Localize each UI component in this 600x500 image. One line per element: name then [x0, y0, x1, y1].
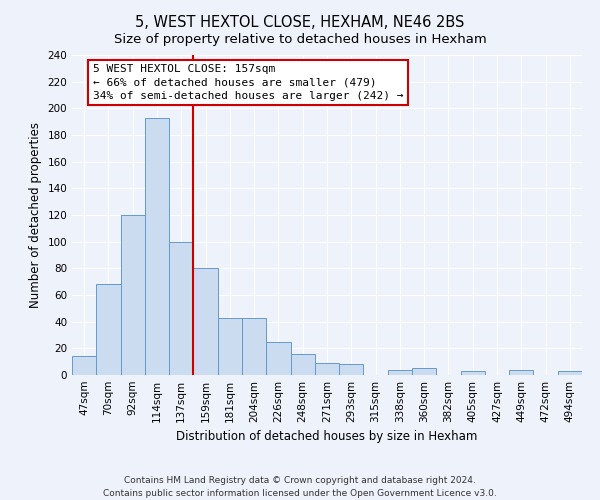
Bar — [193, 268, 218, 375]
Bar — [388, 370, 412, 375]
Text: 5 WEST HEXTOL CLOSE: 157sqm
← 66% of detached houses are smaller (479)
34% of se: 5 WEST HEXTOL CLOSE: 157sqm ← 66% of det… — [92, 64, 403, 100]
Bar — [509, 370, 533, 375]
X-axis label: Distribution of detached houses by size in Hexham: Distribution of detached houses by size … — [176, 430, 478, 444]
Bar — [461, 371, 485, 375]
Bar — [121, 215, 145, 375]
Bar — [242, 318, 266, 375]
Bar — [72, 356, 96, 375]
Bar — [558, 371, 582, 375]
Text: Size of property relative to detached houses in Hexham: Size of property relative to detached ho… — [113, 32, 487, 46]
Bar — [218, 318, 242, 375]
Bar — [315, 363, 339, 375]
Bar — [412, 368, 436, 375]
Bar — [96, 284, 121, 375]
Text: 5, WEST HEXTOL CLOSE, HEXHAM, NE46 2BS: 5, WEST HEXTOL CLOSE, HEXHAM, NE46 2BS — [136, 15, 464, 30]
Bar — [290, 354, 315, 375]
Bar — [169, 242, 193, 375]
Bar — [266, 342, 290, 375]
Y-axis label: Number of detached properties: Number of detached properties — [29, 122, 42, 308]
Text: Contains HM Land Registry data © Crown copyright and database right 2024.
Contai: Contains HM Land Registry data © Crown c… — [103, 476, 497, 498]
Bar — [145, 118, 169, 375]
Bar — [339, 364, 364, 375]
